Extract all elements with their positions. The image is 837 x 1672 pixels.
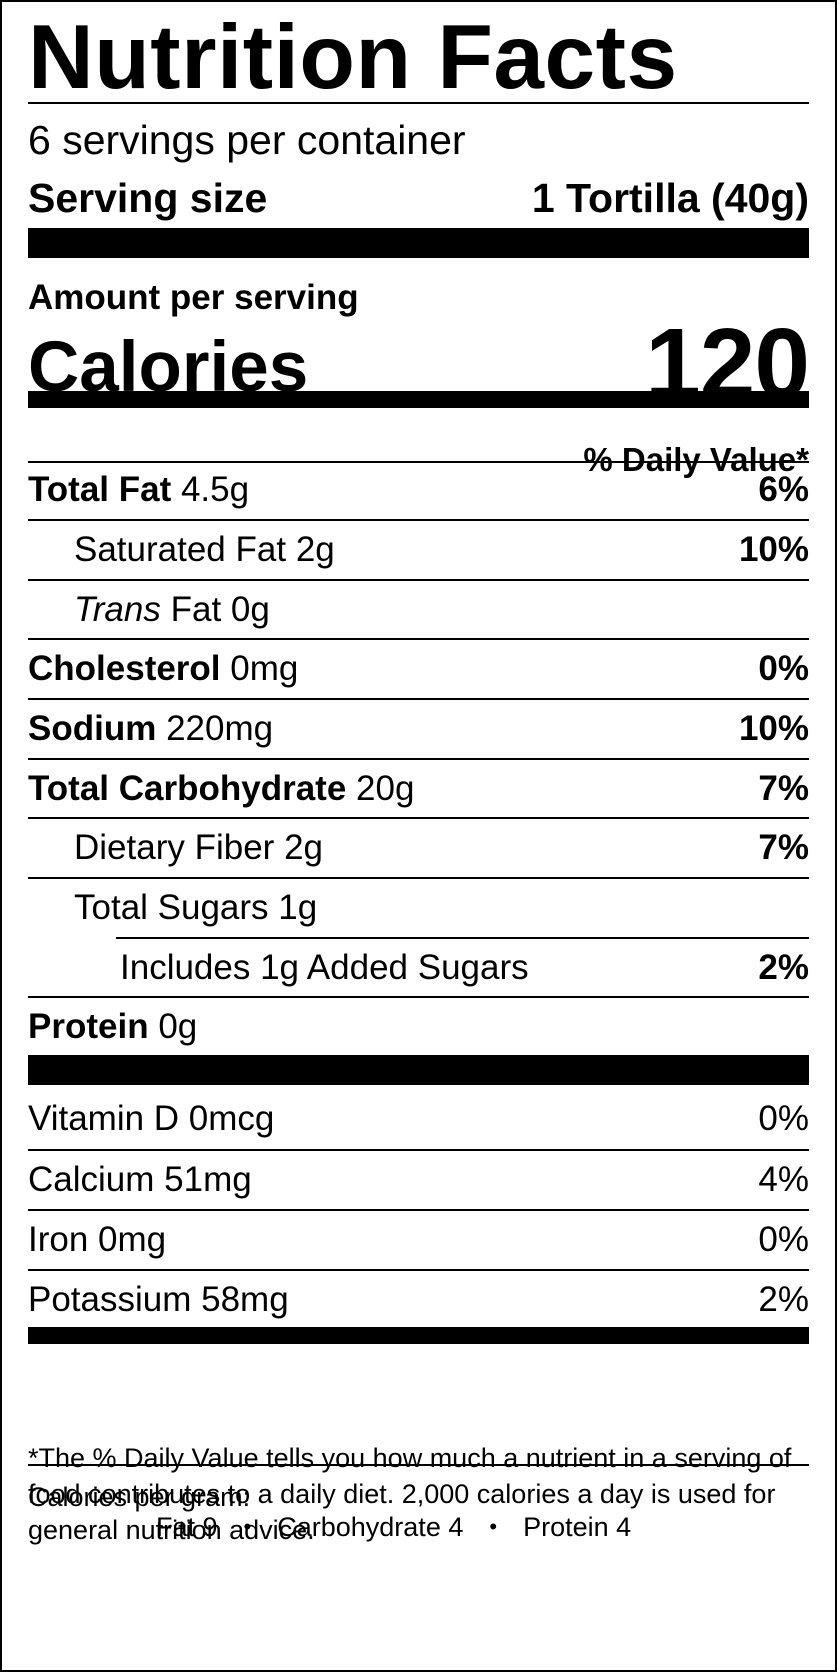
nutrient-amount: 0mg: [230, 649, 299, 688]
nutrient-row-total-carbohydrate: Total Carbohydrate 20g 7%: [28, 758, 809, 820]
nutrient-amount: 2g: [284, 828, 323, 867]
nutrient-dv: 0%: [758, 649, 809, 688]
nutrient-name: Total Carbohydrate: [28, 769, 347, 808]
row-divider: [28, 519, 809, 521]
nutrient-row-saturated-fat: Saturated Fat 2g 10%: [28, 519, 809, 581]
row-divider: [28, 877, 809, 879]
nutrient-row-dietary-fiber: Dietary Fiber 2g 7%: [28, 817, 809, 879]
footnote-divider: [28, 1464, 809, 1466]
nutrient-amount: 0g: [158, 1007, 198, 1046]
row-divider: [28, 758, 809, 760]
vitamin-row-calcium: Calcium 51mg 4%: [28, 1149, 809, 1211]
nutrient-row-total-fat: Total Fat 4.5g 6%: [28, 459, 809, 521]
nutrient-name: Protein: [28, 1007, 149, 1046]
daily-value-footnote: *The % Daily Value tells you how much a …: [28, 1443, 792, 1545]
nutrient-name: Saturated Fat: [74, 530, 287, 569]
row-divider: [28, 461, 809, 463]
servings-per-container: 6 servings per container: [28, 117, 466, 163]
nutrient-name: Total Sugars: [74, 888, 269, 927]
nutrient-amount: 2g: [295, 530, 335, 569]
calories-per-gram-label: Calories per gram:: [28, 1482, 251, 1512]
medium-divider: [28, 1327, 809, 1344]
vitamin-dv: 4%: [758, 1160, 809, 1199]
nutrient-row-protein: Protein 0g: [28, 996, 809, 1058]
nutrient-dv: 7%: [758, 828, 809, 867]
row-divider: [28, 698, 809, 700]
cpg-carbohydrate: Carbohydrate 4: [277, 1512, 464, 1542]
vitamin-row-iron: Iron 0mg 0%: [28, 1209, 809, 1271]
nutrient-text: Includes 1g Added Sugars: [120, 948, 529, 987]
calories-per-gram-values: Fat 9 • Carbohydrate 4 • Protein 4: [156, 1510, 809, 1544]
thick-divider: [28, 1055, 809, 1085]
nutrient-row-sodium: Sodium 220mg 10%: [28, 698, 809, 760]
row-divider: [28, 1149, 809, 1151]
nutrient-dv: 10%: [738, 709, 809, 748]
vitamin-dv: 2%: [758, 1280, 809, 1319]
row-divider: [28, 996, 809, 998]
nutrient-name: Cholesterol: [28, 649, 221, 688]
row-divider: [28, 817, 809, 819]
serving-size-row: Serving size 1 Tortilla (40g): [28, 172, 809, 224]
vitamin-text: Vitamin D 0mcg: [28, 1099, 275, 1138]
thick-divider: [28, 228, 809, 258]
row-divider: [28, 1209, 809, 1211]
nutrient-name: Fat: [170, 590, 222, 629]
nutrient-row-cholesterol: Cholesterol 0mg 0%: [28, 638, 809, 700]
row-divider: [28, 1269, 809, 1271]
serving-size-value: 1 Tortilla (40g): [531, 175, 809, 221]
vitamin-text: Potassium 58mg: [28, 1280, 289, 1319]
nutrient-name-italic: Trans: [74, 590, 161, 629]
row-divider: [28, 638, 809, 640]
nutrient-row-added-sugars: Includes 1g Added Sugars 2%: [28, 937, 809, 999]
nutrient-name: Total Fat: [28, 470, 172, 509]
nutrient-row-total-sugars: Total Sugars 1g: [28, 877, 809, 939]
nutrient-amount: 4.5g: [180, 470, 250, 509]
nutrient-amount: 0g: [230, 590, 270, 629]
vitamin-row-potassium: Potassium 58mg 2%: [28, 1269, 809, 1331]
vitamin-text: Calcium 51mg: [28, 1160, 252, 1199]
title-divider: [28, 102, 809, 104]
daily-value-header: % Daily Value*: [583, 441, 809, 478]
nutrient-dv: 10%: [738, 530, 809, 569]
serving-size-label: Serving size: [28, 175, 268, 221]
bullet-separator: •: [243, 1514, 252, 1539]
medium-divider: [28, 391, 809, 408]
amount-per-serving: Amount per serving: [28, 278, 359, 317]
nutrient-amount: 20g: [356, 769, 415, 808]
nutrient-dv: 2%: [758, 948, 809, 987]
nutrient-row-trans-fat: Trans Fat 0g: [28, 579, 809, 641]
nutrient-dv: 6%: [758, 470, 809, 509]
nutrient-dv: 7%: [758, 769, 809, 808]
vitamin-dv: 0%: [758, 1220, 809, 1259]
vitamin-text: Iron 0mg: [28, 1220, 167, 1259]
bullet-separator: •: [489, 1514, 498, 1539]
vitamin-row-vitamin-d: Vitamin D 0mcg 0%: [28, 1088, 809, 1150]
nutrient-amount: 1g: [278, 888, 318, 927]
nutrient-amount: 220mg: [166, 709, 274, 748]
label-title: Nutrition Facts: [28, 7, 678, 108]
nutrient-name: Dietary Fiber: [74, 828, 275, 867]
row-divider-indented: [116, 937, 809, 939]
row-divider: [28, 579, 809, 581]
cpg-fat: Fat 9: [156, 1512, 218, 1542]
cpg-protein: Protein 4: [523, 1512, 632, 1542]
nutrient-name: Sodium: [28, 709, 157, 748]
vitamin-dv: 0%: [758, 1099, 809, 1138]
